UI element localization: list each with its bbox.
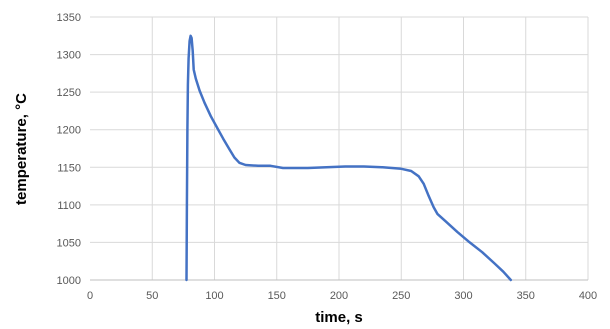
y-tick-label: 1150 — [57, 162, 81, 174]
series-group — [185, 34, 513, 282]
x-axis-title: time, s — [315, 309, 363, 326]
x-tick-label: 100 — [205, 290, 223, 302]
x-tick-label: 300 — [454, 290, 472, 302]
x-tick-label: 250 — [392, 290, 410, 302]
y-tick-label: 1300 — [57, 50, 81, 62]
y-tick-label: 1100 — [57, 200, 81, 212]
x-tick-label: 150 — [268, 290, 286, 302]
y-tick-label: 1000 — [57, 275, 81, 287]
grid — [90, 16, 589, 280]
x-tick-label: 50 — [146, 290, 158, 302]
x-tick-label: 200 — [330, 290, 348, 302]
y-axis-title: temperature, °C — [13, 93, 30, 205]
y-tick-label: 1050 — [57, 237, 81, 249]
x-tick-label: 400 — [579, 290, 597, 302]
temperature-series-line — [185, 34, 513, 282]
x-tick-label: 0 — [87, 290, 93, 302]
y-tick-label: 1350 — [57, 12, 81, 24]
y-tick-labels: 1000 1050 1100 1150 1200 1250 1300 1350 — [57, 12, 81, 287]
x-tick-labels: 0 50 100 150 200 250 300 350 400 — [87, 290, 597, 302]
y-tick-label: 1250 — [57, 87, 81, 99]
x-tick-label: 350 — [517, 290, 535, 302]
y-tick-label: 1200 — [57, 125, 81, 137]
